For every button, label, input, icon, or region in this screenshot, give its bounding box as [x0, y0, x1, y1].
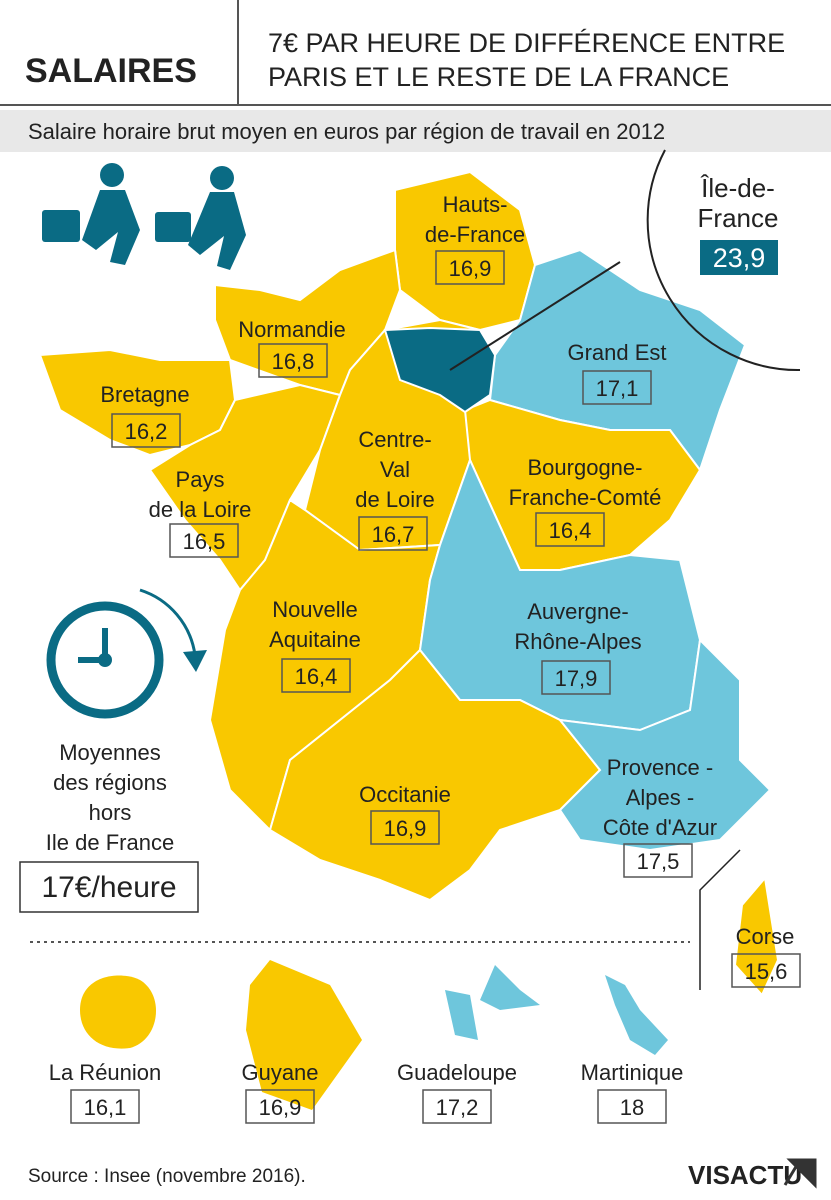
- value-box: [358, 516, 428, 551]
- region-value: 16,5: [183, 529, 226, 554]
- region-value: 17,9: [555, 666, 598, 691]
- title-line: PARIS ET LE RESTE DE LA FRANCE: [268, 62, 729, 92]
- average-value: 17€/heure: [41, 871, 176, 904]
- region-name: de-France: [425, 222, 525, 247]
- region-name: Aquitaine: [269, 627, 361, 652]
- value-box: [623, 843, 693, 878]
- section-title: SALAIRES: [25, 52, 197, 90]
- value-box: [281, 658, 351, 693]
- average-text: Moyennes: [59, 740, 161, 765]
- region-name: Pays: [176, 467, 225, 492]
- region-name: Provence -: [607, 755, 713, 780]
- idf-value-box: [700, 240, 778, 275]
- callout-arc: [646, 149, 801, 372]
- value-box: [169, 523, 239, 558]
- corse-frame: [699, 849, 741, 990]
- overseas-name: La Réunion: [49, 1060, 162, 1085]
- average-text: des régions: [53, 770, 167, 795]
- overseas-name: Guadeloupe: [397, 1060, 517, 1085]
- overseas-value: 17,2: [436, 1095, 479, 1120]
- clock-icon: [46, 588, 207, 719]
- value-box: [435, 250, 505, 285]
- average-text: Ile de France: [46, 830, 174, 855]
- idf-name: France: [698, 203, 779, 233]
- region-name: de Loire: [355, 487, 435, 512]
- region: [733, 875, 780, 997]
- subtitle-band: [0, 110, 831, 152]
- overseas-value: 18: [620, 1095, 644, 1120]
- region-name: Corse: [736, 924, 795, 949]
- value-box: [70, 1089, 140, 1124]
- region-value: 16,8: [272, 349, 315, 374]
- region-name: Rhône-Alpes: [514, 629, 641, 654]
- region-name: Côte d'Azur: [603, 815, 717, 840]
- value-box: [422, 1089, 492, 1124]
- callout-line: [449, 261, 621, 371]
- region-value: 15,6: [745, 959, 788, 984]
- overseas-value: 16,9: [259, 1095, 302, 1120]
- value-box: [731, 953, 801, 988]
- business-icon: [42, 163, 246, 270]
- region-name: de la Loire: [149, 497, 252, 522]
- region-name: Occitanie: [359, 782, 451, 807]
- value-box: [541, 660, 611, 695]
- value-box: [582, 370, 652, 405]
- region-value: 16,7: [372, 522, 415, 547]
- value-box: [535, 512, 605, 547]
- overseas-territory: [246, 960, 362, 1110]
- region-name: Centre-: [358, 427, 431, 452]
- overseas-territory: [445, 965, 540, 1040]
- region-value: 16,4: [295, 664, 338, 689]
- region-value: 16,9: [449, 256, 492, 281]
- region-name: Val: [380, 457, 410, 482]
- region-idf: [383, 326, 497, 414]
- value-box: [245, 1089, 315, 1124]
- logo: VISACTU: [688, 1160, 802, 1190]
- overseas-name: Martinique: [581, 1060, 684, 1085]
- subtitle: Salaire horaire brut moyen en euros par …: [28, 119, 665, 144]
- logo-mark: [783, 1158, 817, 1189]
- region-name: Bourgogne-: [528, 455, 643, 480]
- region-name: Normandie: [238, 317, 346, 342]
- value-box: [597, 1089, 667, 1124]
- value-box: [370, 810, 440, 845]
- value-box: [111, 413, 181, 448]
- region-name: Grand Est: [567, 340, 666, 365]
- region-value: 17,5: [637, 849, 680, 874]
- region-value: 16,9: [384, 816, 427, 841]
- region-value: 17,1: [596, 376, 639, 401]
- region-value: 16,2: [125, 419, 168, 444]
- region-name: Alpes -: [626, 785, 694, 810]
- region-name: Bretagne: [100, 382, 189, 407]
- region-name: Franche-Comté: [509, 485, 662, 510]
- region-value: 16,4: [549, 518, 592, 543]
- idf-name: Île-de-: [700, 173, 775, 203]
- source: Source : Insee (novembre 2016).: [28, 1166, 306, 1187]
- title-line: 7€ PAR HEURE DE DIFFÉRENCE ENTRE: [268, 28, 785, 58]
- map: [38, 170, 780, 1110]
- overseas-territory: [605, 975, 668, 1055]
- region-name: Hauts-: [443, 192, 508, 217]
- region: [557, 637, 772, 852]
- average-text: hors: [89, 800, 132, 825]
- region-name: Nouvelle: [272, 597, 358, 622]
- overseas-name: Guyane: [241, 1060, 318, 1085]
- average-box: [19, 861, 199, 913]
- region-name: Auvergne-: [527, 599, 629, 624]
- value-box: [258, 343, 328, 378]
- idf-value: 23,9: [713, 243, 766, 273]
- overseas-territory: [80, 975, 157, 1049]
- overseas-value: 16,1: [84, 1095, 127, 1120]
